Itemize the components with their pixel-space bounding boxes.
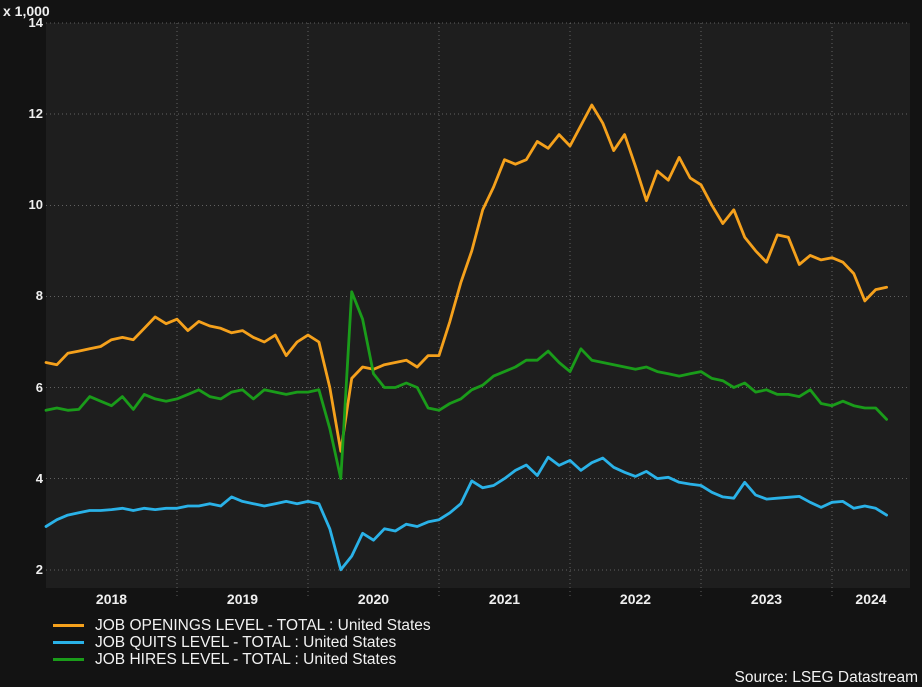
legend-item: JOB HIRES LEVEL - TOTAL : United States	[53, 651, 431, 668]
y-tick-label: 4	[35, 470, 43, 486]
legend-line-swatch	[53, 624, 84, 627]
y-axis-unit-label: x 1,000	[3, 3, 50, 19]
x-tick-label: 2018	[95, 591, 128, 607]
y-tick-label: 6	[35, 379, 43, 395]
y-tick-label: 12	[28, 106, 43, 122]
series-line	[44, 455, 888, 572]
y-tick-label: 2	[35, 561, 43, 577]
series-line	[44, 290, 888, 481]
legend-label: JOB OPENINGS LEVEL - TOTAL : United Stat…	[95, 617, 431, 634]
legend-line-swatch	[53, 641, 84, 644]
x-tick-label: 2021	[488, 591, 521, 607]
legend: JOB OPENINGS LEVEL - TOTAL : United Stat…	[53, 617, 431, 668]
legend-item: JOB OPENINGS LEVEL - TOTAL : United Stat…	[53, 617, 431, 634]
legend-line-swatch	[53, 658, 84, 661]
legend-label: JOB HIRES LEVEL - TOTAL : United States	[95, 651, 397, 668]
legend-item: JOB QUITS LEVEL - TOTAL : United States	[53, 634, 431, 651]
x-tick-label: 2020	[357, 591, 390, 607]
series-line	[44, 103, 888, 453]
y-tick-label: 8	[35, 288, 43, 304]
y-tick-label: 14	[28, 15, 43, 30]
x-tick-label: 2023	[750, 591, 783, 607]
y-tick-label: 10	[28, 197, 43, 213]
plot-background	[46, 23, 910, 588]
x-tick-label: 2022	[619, 591, 652, 607]
x-tick-label: 2024	[855, 591, 887, 607]
source-credit: Source: LSEG Datastream	[734, 669, 919, 686]
x-tick-label: 2019	[226, 591, 259, 607]
legend-label: JOB QUITS LEVEL - TOTAL : United States	[95, 634, 397, 651]
